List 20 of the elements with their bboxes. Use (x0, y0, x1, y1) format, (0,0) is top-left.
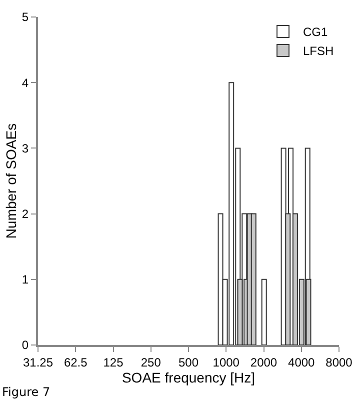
x-tick-label: 62.5 (64, 355, 88, 370)
y-tick-label: 1 (22, 272, 29, 287)
y-axis-title: Number of SOAEs (3, 123, 20, 239)
x-tick-label: 2000 (250, 355, 278, 370)
x-tick-label: 250 (140, 355, 162, 370)
x-tick-label: 125 (103, 355, 124, 370)
legend-label: LFSH (303, 44, 334, 58)
legend-label: CG1 (303, 25, 328, 40)
x-axis-title: SOAE frequency [Hz] (122, 369, 256, 386)
x-tick-label: 8000 (326, 355, 353, 370)
y-tick-label: 4 (22, 76, 29, 90)
x-tick-label: 31.25 (22, 355, 54, 370)
y-tick-label: 0 (22, 338, 29, 352)
x-tick-label: 1000 (212, 355, 240, 370)
x-tick-label: 500 (178, 355, 199, 370)
y-tick-label: 3 (22, 141, 29, 156)
caption: Figure 7 (2, 385, 50, 399)
x-tick-label: 4000 (288, 355, 316, 370)
y-tick-label: 5 (22, 10, 29, 24)
y-tick-label: 2 (22, 207, 29, 221)
